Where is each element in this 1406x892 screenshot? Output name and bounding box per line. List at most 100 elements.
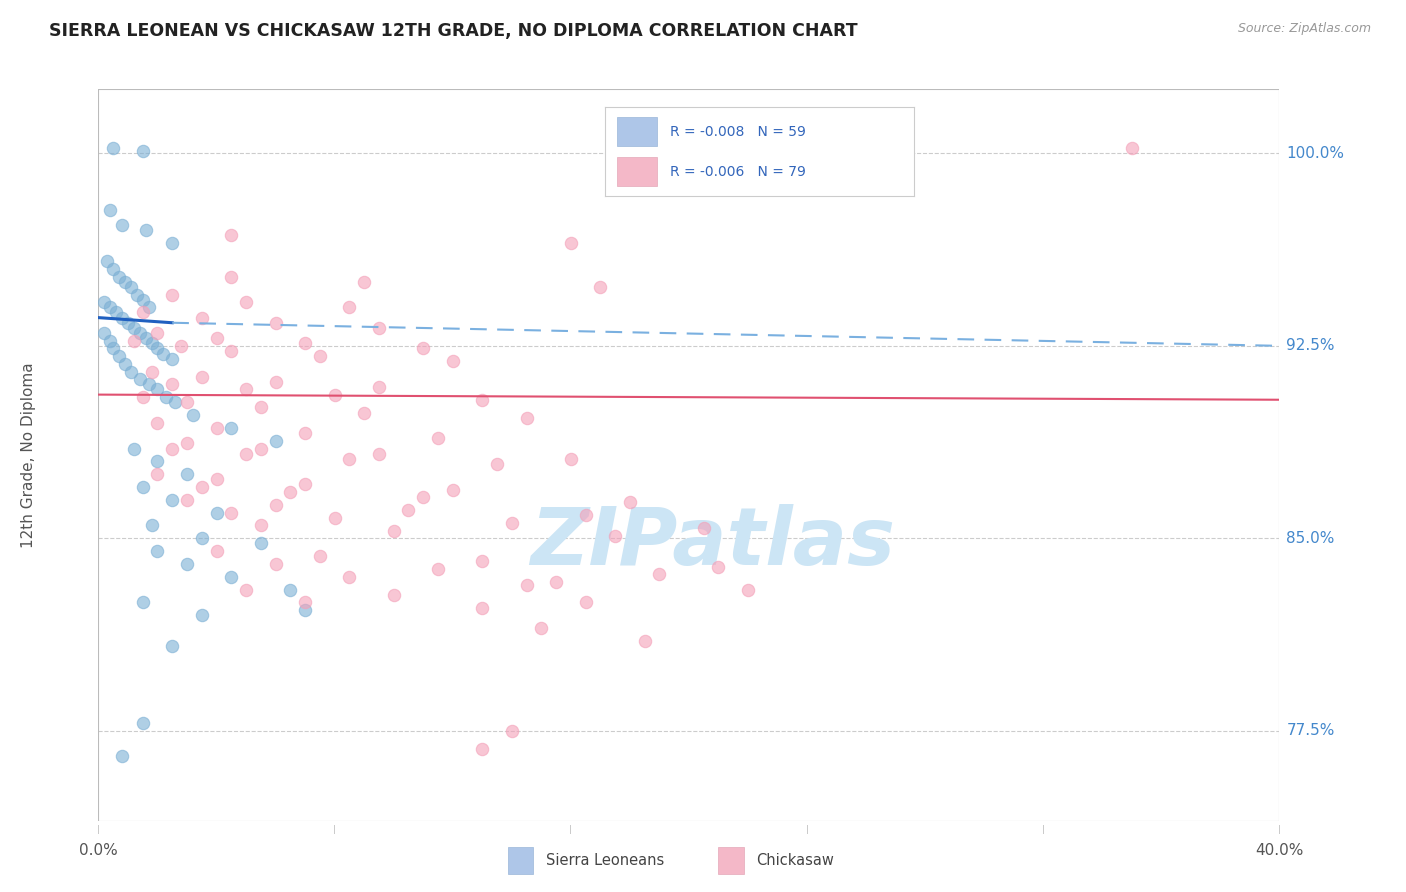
Point	[120, 280, 142, 294]
Point	[264, 557, 287, 571]
Point	[132, 293, 155, 307]
Point	[162, 377, 183, 392]
Point	[382, 524, 405, 538]
Point	[108, 349, 131, 363]
Point	[294, 595, 316, 609]
Point	[108, 269, 131, 284]
Point	[128, 372, 150, 386]
Point	[191, 369, 214, 384]
Point	[205, 331, 228, 345]
Text: |: |	[1042, 825, 1045, 834]
Point	[141, 518, 163, 533]
Text: |: |	[97, 825, 100, 834]
Text: 12th Grade, No Diploma: 12th Grade, No Diploma	[21, 362, 35, 548]
Point	[162, 351, 183, 366]
Point	[737, 582, 759, 597]
Point	[396, 503, 419, 517]
FancyBboxPatch shape	[508, 847, 533, 874]
Point	[250, 442, 273, 456]
Point	[146, 342, 169, 356]
Point	[235, 295, 257, 310]
Point	[146, 416, 169, 430]
Text: ZIPatlas: ZIPatlas	[530, 504, 896, 582]
Point	[235, 582, 257, 597]
Point	[648, 567, 671, 582]
Point	[141, 364, 163, 378]
Point	[427, 562, 450, 576]
Point	[132, 716, 155, 731]
FancyBboxPatch shape	[718, 847, 744, 874]
Point	[546, 574, 568, 589]
Text: Sierra Leoneans: Sierra Leoneans	[546, 854, 664, 868]
Point	[93, 326, 115, 340]
Point	[323, 510, 346, 524]
Point	[633, 634, 655, 648]
Point	[427, 431, 450, 445]
Point	[146, 454, 169, 468]
FancyBboxPatch shape	[617, 157, 657, 186]
Point	[441, 354, 464, 368]
Text: 92.5%: 92.5%	[1286, 338, 1334, 353]
Point	[205, 472, 228, 486]
Point	[486, 457, 509, 471]
Point	[219, 570, 243, 584]
Point	[152, 346, 174, 360]
Point	[96, 254, 118, 268]
Point	[98, 334, 121, 348]
Point	[93, 295, 115, 310]
Point	[1121, 141, 1143, 155]
Point	[294, 426, 316, 441]
Point	[176, 395, 198, 409]
Text: |: |	[569, 825, 572, 834]
Point	[707, 559, 730, 574]
Point	[117, 316, 139, 330]
Point	[162, 236, 183, 251]
Point	[122, 442, 145, 456]
Point	[135, 331, 157, 345]
Point	[191, 480, 214, 494]
Point	[250, 401, 273, 415]
Point	[250, 536, 273, 550]
Point	[264, 434, 287, 448]
Point	[181, 408, 204, 422]
Point	[323, 387, 346, 401]
Point	[219, 421, 243, 435]
Point	[294, 477, 316, 491]
Point	[530, 621, 553, 635]
Point	[560, 451, 582, 466]
Point	[162, 492, 183, 507]
Text: Source: ZipAtlas.com: Source: ZipAtlas.com	[1237, 22, 1371, 36]
Point	[441, 483, 464, 497]
Point	[165, 395, 187, 409]
Point	[132, 144, 155, 158]
Point	[146, 544, 169, 558]
Point	[471, 554, 494, 568]
Point	[501, 516, 523, 530]
Point	[278, 485, 302, 500]
Point	[205, 544, 228, 558]
Text: R = -0.008   N = 59: R = -0.008 N = 59	[669, 125, 806, 139]
FancyBboxPatch shape	[617, 117, 657, 146]
Text: |: |	[806, 825, 808, 834]
Point	[138, 377, 160, 392]
Point	[574, 508, 596, 523]
Point	[132, 480, 155, 494]
Point	[146, 383, 169, 397]
Point	[219, 343, 243, 358]
Point	[368, 380, 391, 394]
Point	[132, 390, 155, 404]
Point	[122, 334, 145, 348]
Text: 100.0%: 100.0%	[1286, 146, 1344, 161]
Point	[235, 447, 257, 461]
Point	[471, 741, 494, 756]
Text: |: |	[1278, 825, 1281, 834]
Point	[353, 406, 375, 420]
Text: |: |	[333, 825, 336, 834]
Text: 40.0%: 40.0%	[1256, 843, 1303, 858]
Point	[516, 410, 538, 425]
Point	[619, 495, 641, 509]
Point	[125, 287, 148, 301]
Point	[412, 490, 434, 504]
Point	[412, 342, 434, 356]
Point	[176, 467, 198, 482]
